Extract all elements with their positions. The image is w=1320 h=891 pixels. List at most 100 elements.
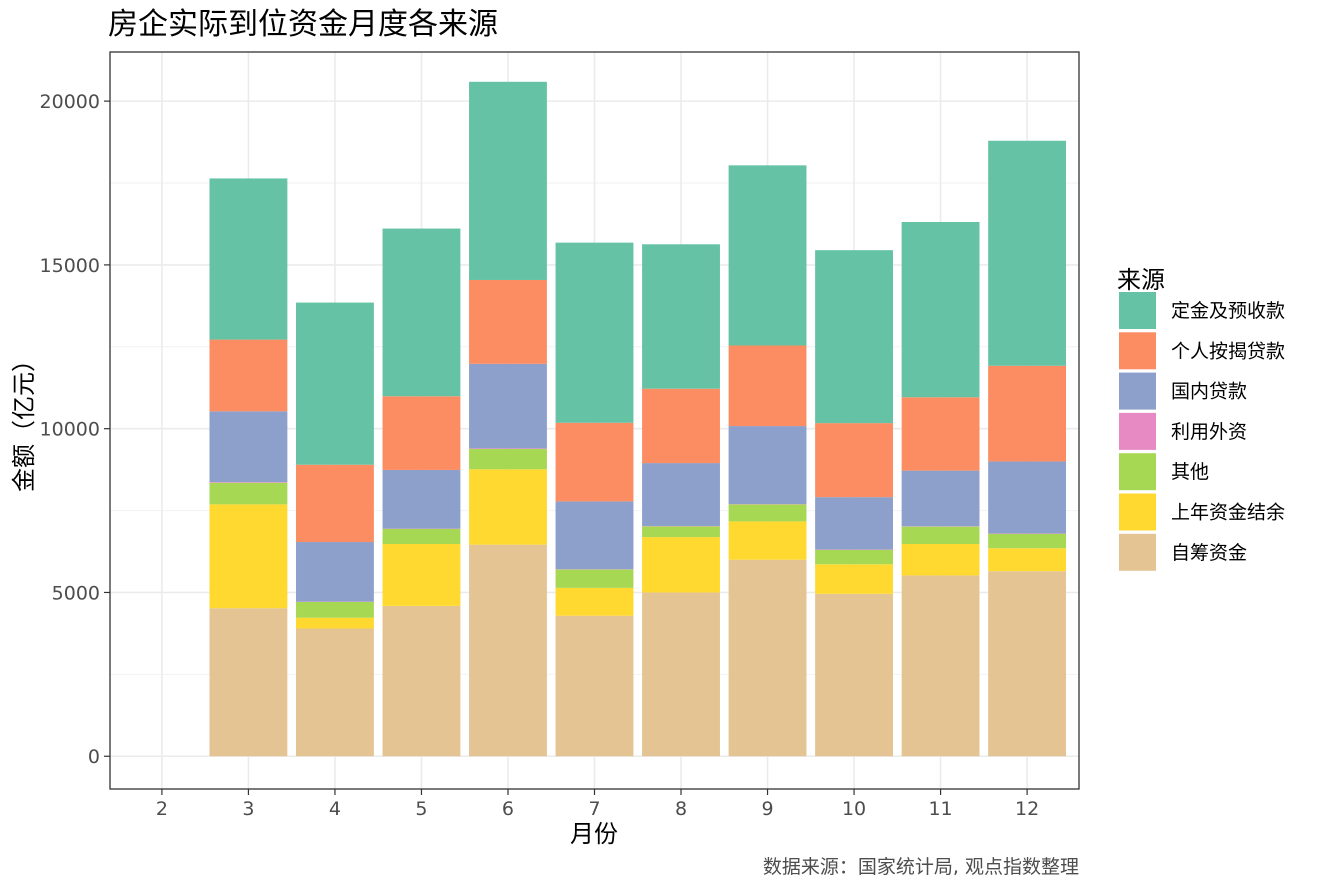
x-tick-label: 7 — [588, 798, 600, 820]
y-tick-label: 20000 — [40, 91, 100, 113]
bar-segment — [815, 549, 893, 565]
bar-segment — [642, 244, 720, 389]
legend-swatch — [1119, 372, 1156, 410]
bar-segment — [555, 422, 634, 502]
bar-segment — [382, 543, 461, 606]
bar-segment — [728, 504, 807, 522]
legend-swatch — [1119, 533, 1156, 571]
legend-label: 其他 — [1171, 461, 1209, 483]
chart-caption: 数据来源：国家统计局, 观点指数整理 — [763, 856, 1079, 878]
bar-segment — [988, 533, 1067, 549]
bar-segment — [815, 250, 893, 424]
bar-segment — [728, 426, 807, 505]
bar-segment — [815, 593, 893, 757]
bar-segment — [209, 482, 288, 483]
x-axis: 2 3 4 5 6 7 8 9 10 11 12 — [156, 789, 1039, 820]
bar-segment — [988, 365, 1067, 462]
bar-segment — [728, 165, 807, 346]
x-tick-label: 5 — [415, 798, 427, 820]
bar-segment — [642, 388, 720, 464]
bar-segment — [988, 548, 1067, 572]
bar-segment — [815, 497, 893, 550]
bar-segment — [815, 564, 893, 594]
legend-swatch — [1119, 493, 1156, 531]
bar-segment — [901, 222, 980, 398]
bar-segment — [209, 482, 288, 505]
x-tick-label: 3 — [242, 798, 254, 820]
bar-segment — [642, 592, 720, 757]
legend-label: 利用外资 — [1171, 421, 1247, 443]
y-tick-label: 0 — [88, 746, 100, 768]
bar-segment — [988, 571, 1067, 757]
bar-segment — [296, 617, 374, 629]
legend-title: 来源 — [1117, 266, 1165, 294]
bar-segment — [469, 469, 547, 545]
bar-segment — [728, 521, 807, 560]
legend-label: 国内贷款 — [1171, 381, 1247, 403]
bar-segment — [469, 363, 547, 449]
bar-segment — [296, 302, 374, 465]
bar-segment — [901, 397, 980, 471]
chart-title: 房企实际到位资金月度各来源 — [108, 7, 498, 42]
bar-segment — [642, 463, 720, 526]
y-tick-label: 15000 — [40, 255, 100, 277]
bar-segment — [209, 178, 288, 340]
bar-segment — [209, 339, 288, 412]
bar-segment — [815, 423, 893, 498]
bar-segment — [555, 569, 634, 588]
bar-segment — [901, 575, 980, 757]
bar-segment — [382, 469, 461, 529]
bar-segment — [469, 544, 547, 757]
bar-segment — [642, 537, 720, 593]
legend-label: 个人按揭贷款 — [1171, 340, 1285, 362]
legend-label: 上年资金结余 — [1171, 502, 1285, 524]
x-axis-title: 月份 — [570, 820, 618, 848]
bar-segment — [988, 461, 1067, 534]
x-tick-label: 10 — [842, 798, 866, 820]
legend-label: 自筹资金 — [1171, 542, 1247, 564]
bar-segment — [382, 228, 461, 397]
bar-segment — [296, 601, 374, 618]
bar-segment — [642, 526, 720, 538]
x-tick-label: 12 — [1015, 798, 1039, 820]
bar-segment — [209, 411, 288, 483]
y-tick-label: 5000 — [52, 582, 100, 604]
bar-segment — [382, 528, 461, 544]
bar-segment — [555, 615, 634, 757]
bar-segment — [988, 140, 1067, 366]
y-axis-title: 金额（亿元） — [10, 348, 38, 492]
y-tick-label: 10000 — [40, 419, 100, 441]
bars — [209, 81, 1067, 757]
bar-segment — [296, 542, 374, 602]
bar-segment — [728, 345, 807, 427]
legend-swatch — [1119, 292, 1156, 329]
bar-segment — [555, 242, 634, 423]
bar-segment — [382, 396, 461, 470]
bar-segment — [901, 543, 980, 576]
bar-segment — [469, 448, 547, 449]
legend-swatch — [1119, 332, 1156, 370]
bar-segment — [728, 559, 807, 757]
x-tick-label: 8 — [675, 798, 687, 820]
bar-segment — [901, 526, 980, 544]
legend-swatch — [1119, 453, 1156, 491]
x-tick-label: 2 — [156, 798, 168, 820]
legend-label: 定金及预收款 — [1171, 300, 1285, 322]
bar-segment — [209, 608, 288, 757]
x-tick-label: 6 — [502, 798, 514, 820]
bar-segment — [296, 628, 374, 757]
bar-segment — [901, 470, 980, 527]
y-axis: 0 5000 10000 15000 20000 — [40, 91, 110, 768]
bar-segment — [469, 81, 547, 280]
bar-segment — [209, 504, 288, 609]
bar-segment — [382, 605, 461, 757]
bar-segment — [469, 448, 547, 470]
bar-segment — [469, 279, 547, 364]
x-tick-label: 9 — [761, 798, 773, 820]
x-tick-label: 4 — [329, 798, 341, 820]
x-tick-label: 11 — [928, 798, 952, 820]
bar-segment — [555, 587, 634, 616]
